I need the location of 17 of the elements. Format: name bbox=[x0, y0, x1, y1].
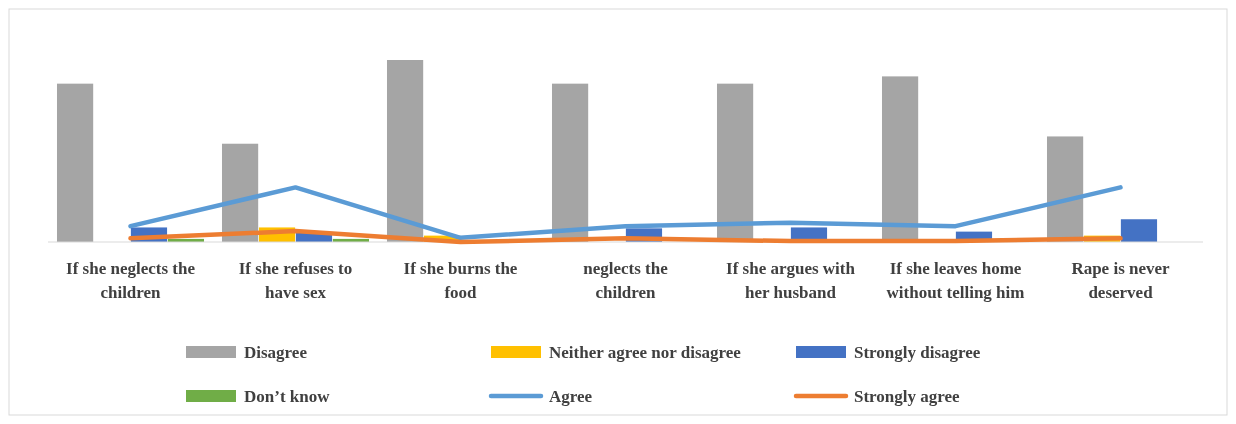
legend-label: Disagree bbox=[244, 343, 308, 362]
x-tick-label: If she refuses to have sex bbox=[238, 259, 353, 302]
bar bbox=[386, 60, 424, 242]
legend-label: Neither agree nor disagree bbox=[549, 343, 742, 362]
bar bbox=[56, 83, 94, 242]
bar bbox=[881, 76, 919, 242]
x-tick-label: If she argues with her husband bbox=[726, 259, 856, 302]
legend-label: Don’t know bbox=[244, 387, 331, 406]
x-tick-label: Rape is never deserved bbox=[1071, 259, 1171, 302]
x-tick-label: If she leaves home without telling him bbox=[886, 259, 1025, 302]
legend-label: Strongly disagree bbox=[854, 343, 981, 362]
x-tick-label: If she burns the food bbox=[403, 259, 518, 302]
x-tick-label: If she neglects the children bbox=[66, 259, 196, 302]
x-tick-label: neglects the children bbox=[583, 259, 669, 302]
legend-label: Strongly agree bbox=[854, 387, 961, 406]
bar bbox=[1120, 219, 1158, 242]
legend-label: Agree bbox=[549, 387, 593, 406]
